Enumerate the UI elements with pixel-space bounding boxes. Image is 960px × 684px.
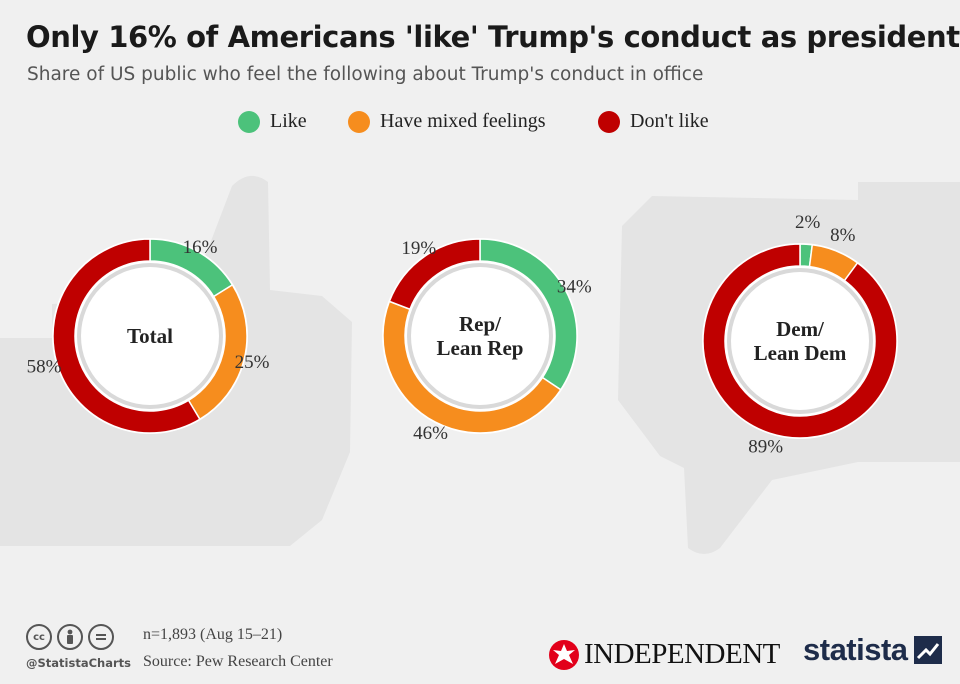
license-icons: cc (26, 624, 114, 650)
by-icon (57, 624, 83, 650)
legend-item-mixed: Have mixed feelings (348, 110, 546, 133)
chart-subtitle: Share of US public who feel the followin… (27, 64, 704, 85)
donut-center-label: Total (127, 324, 173, 348)
legend-item-dont-like: Don't like (598, 110, 709, 133)
chart-title: Only 16% of Americans 'like' Trump's con… (26, 20, 960, 54)
sample-note: n=1,893 (Aug 15–21) (143, 626, 283, 643)
legend-item-like: Like (238, 110, 307, 133)
data-label-dont-like: 89% (748, 437, 783, 458)
statista-logo: statista (803, 632, 942, 668)
independent-wordmark: INDEPENDENT (584, 638, 780, 670)
legend-swatch-mixed (348, 110, 370, 133)
data-label-like: 2% (795, 212, 821, 233)
nd-icon (88, 624, 114, 650)
statista-handle: @StatistaCharts (26, 656, 131, 670)
data-label-dont-like: 58% (27, 356, 62, 377)
donut-slice-dont-like (702, 243, 898, 439)
donut-center-label: Dem/ (776, 317, 825, 341)
statista-mark-icon (913, 636, 942, 664)
data-label-dont-like: 19% (401, 238, 436, 259)
legend-label-mixed: Have mixed feelings (380, 110, 546, 132)
donut-slice-dont-like (52, 238, 201, 434)
donut-chart-1: 16% 25% 58% Total (27, 237, 270, 434)
data-label-mixed: 25% (235, 352, 270, 373)
cc-icon: cc (26, 624, 52, 650)
data-label-mixed: 8% (830, 225, 856, 246)
donut-hole (731, 272, 869, 410)
statista-wordmark: statista (803, 632, 908, 667)
legend: Like Have mixed feelings Don't like (0, 110, 960, 136)
donut-slice-dont-like (388, 238, 481, 311)
legend-label-dont-like: Don't like (630, 110, 709, 132)
donut-hole (411, 267, 549, 405)
data-label-mixed: 46% (413, 423, 448, 444)
independent-logo: INDEPENDENT (548, 638, 780, 671)
donut-center-label: Lean Rep (437, 336, 524, 360)
legend-swatch-like (238, 110, 260, 133)
data-label-like: 16% (183, 237, 218, 258)
donut-center-label: Rep/ (459, 312, 502, 336)
data-label-like: 34% (557, 276, 592, 297)
legend-swatch-dont-like (598, 110, 620, 133)
source-note: Source: Pew Research Center (143, 653, 333, 670)
legend-label-like: Like (270, 110, 307, 132)
donut-chart-3: 2% 8% 89% Dem/Lean Dem (702, 212, 898, 458)
donut-chart-2: 34% 46% 19% Rep/Lean Rep (382, 238, 592, 444)
eagle-icon (549, 639, 579, 670)
donut-center-label: Lean Dem (754, 341, 847, 365)
donut-hole (81, 267, 219, 405)
